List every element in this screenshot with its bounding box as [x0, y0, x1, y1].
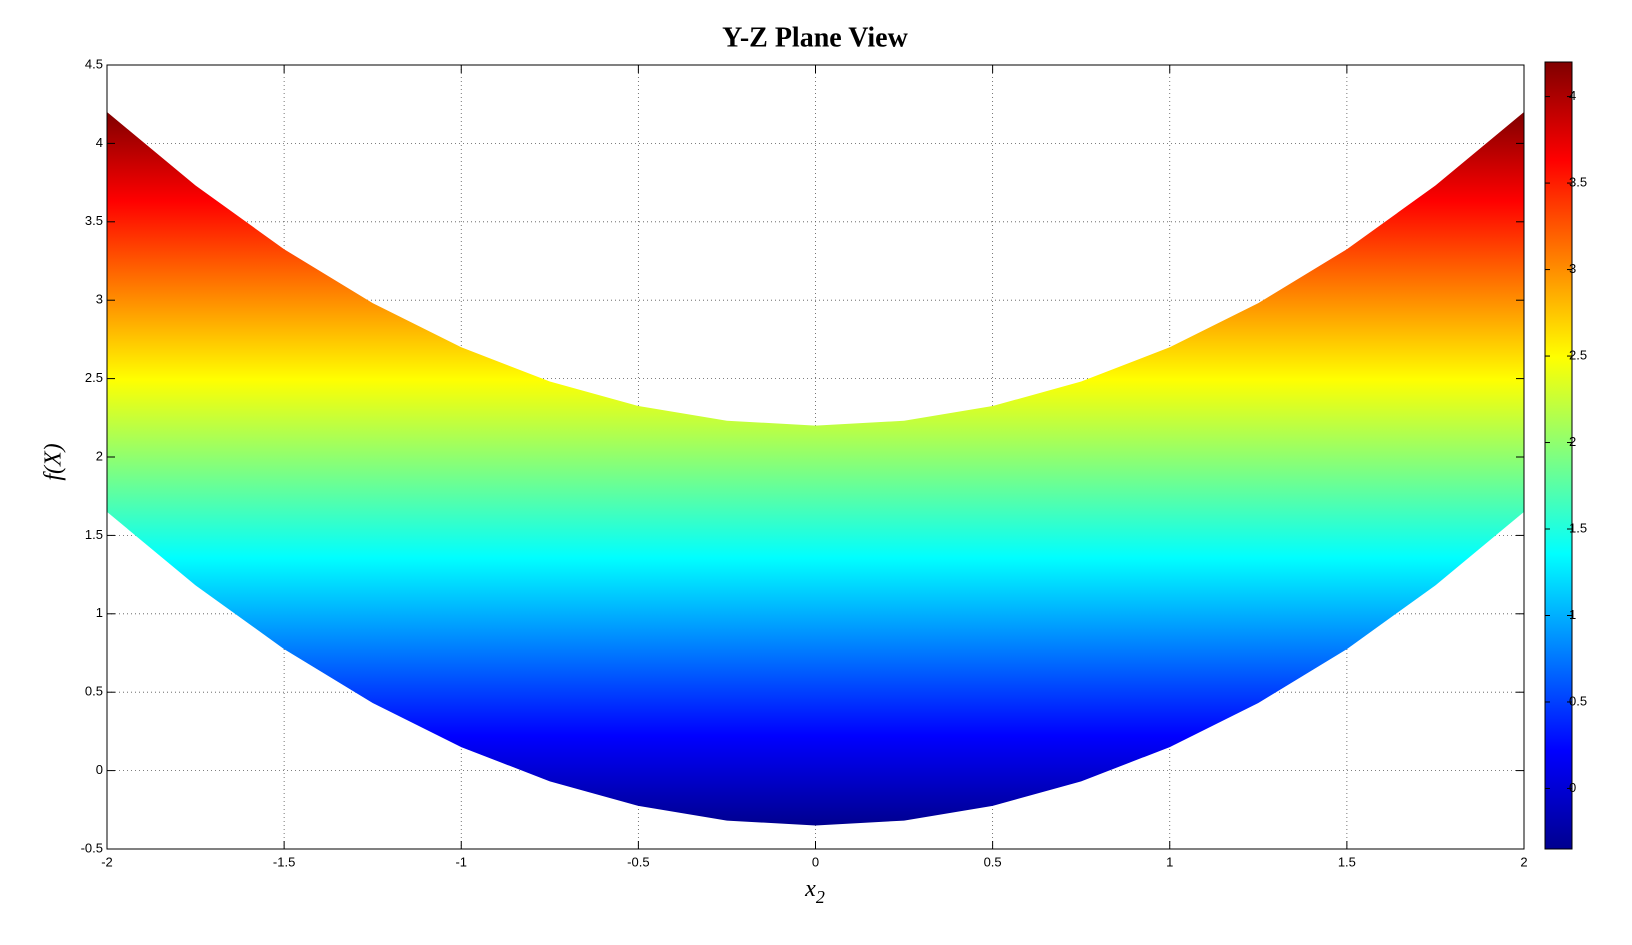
- colorbar-tick-label: 3.5: [1569, 175, 1587, 190]
- x-tick-label: -1: [455, 854, 467, 869]
- y-tick-label: 1: [96, 605, 103, 620]
- colorbar-tick-label: 1.5: [1569, 520, 1587, 535]
- colorbar-tick-label: 4: [1569, 88, 1576, 103]
- y-tick-label: 0.5: [85, 684, 103, 699]
- colorbar: [1544, 61, 1573, 850]
- x-tick-label: 1: [1166, 854, 1173, 869]
- x-tick-label: 2: [1520, 854, 1527, 869]
- y-tick-label: -0.5: [81, 840, 103, 855]
- x-axis-label: x2: [804, 876, 825, 908]
- colorbar-tick-label: 0.5: [1569, 693, 1587, 708]
- y-tick-label: 3: [96, 292, 103, 307]
- y-tick-label: 4: [96, 135, 103, 150]
- colorbar-tick-label: 0: [1569, 780, 1576, 795]
- y-tick-label: 2.5: [85, 370, 103, 385]
- x-tick-label: 0: [812, 854, 819, 869]
- y-tick-label: 1.5: [85, 527, 103, 542]
- colorbar-tick-label: 2: [1569, 434, 1576, 449]
- colorbar-tick-label: 2.5: [1569, 347, 1587, 362]
- x-tick-label: 0.5: [984, 854, 1002, 869]
- y-axis-label: f(X): [41, 443, 67, 480]
- y-tick-label: 2: [96, 448, 103, 463]
- x-tick-label: -1.5: [273, 854, 295, 869]
- y-tick-label: 4.5: [85, 56, 103, 71]
- x-axis-label-main: x: [804, 876, 816, 902]
- x-axis-label-subscript: 2: [816, 887, 825, 907]
- chart-title: Y-Z Plane View: [722, 22, 908, 53]
- y-tick-label: 3.5: [85, 213, 103, 228]
- colorbar-tick-label: 3: [1569, 261, 1576, 276]
- x-tick-label: -0.5: [627, 854, 649, 869]
- y-tick-label: 0: [96, 762, 103, 777]
- colorbar-tick-label: 1: [1569, 607, 1576, 622]
- band-surface: [107, 112, 1524, 826]
- x-tick-label: -2: [101, 854, 113, 869]
- x-tick-label: 1.5: [1338, 854, 1356, 869]
